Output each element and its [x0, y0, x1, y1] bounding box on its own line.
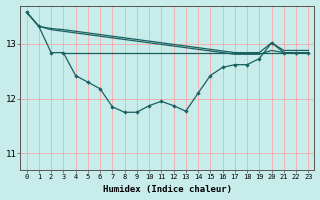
- X-axis label: Humidex (Indice chaleur): Humidex (Indice chaleur): [103, 185, 232, 194]
